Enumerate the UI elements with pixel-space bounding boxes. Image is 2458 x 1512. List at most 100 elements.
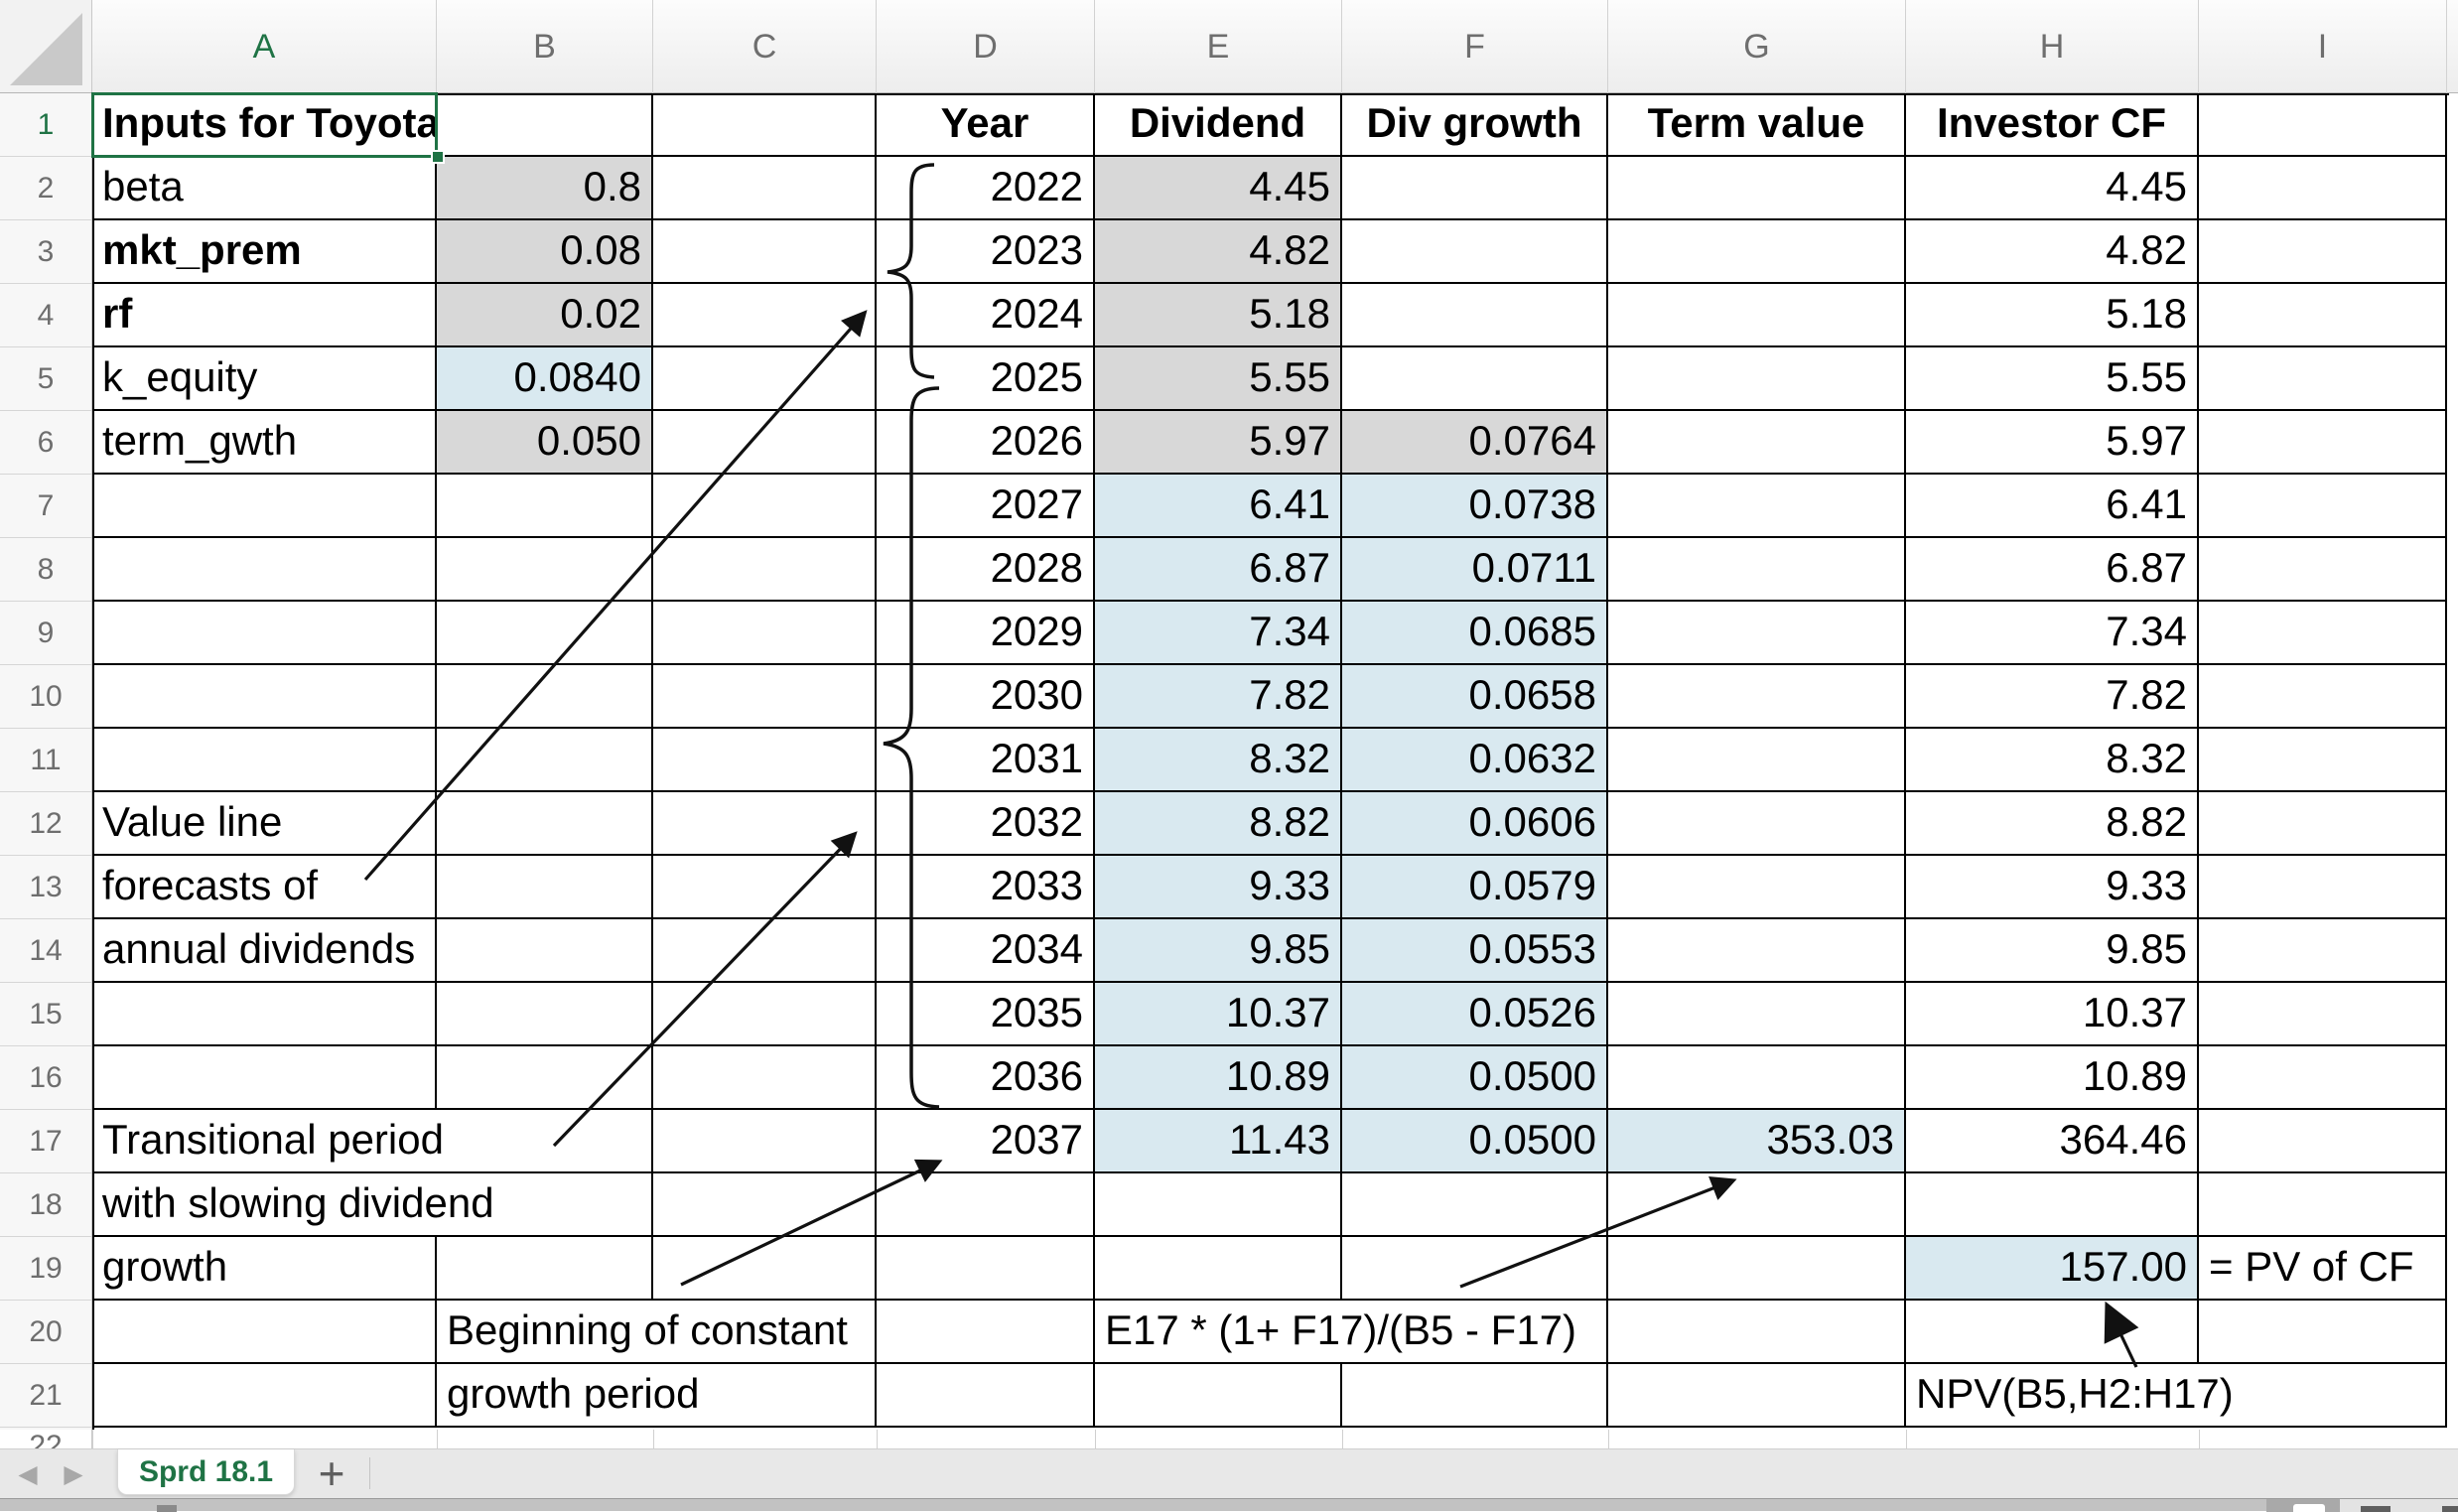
cell-B20[interactable]: Beginning of constant: [437, 1301, 848, 1364]
cell-E20[interactable]: E17 * (1+ F17)/(B5 - F17): [1095, 1301, 1576, 1364]
cell-B7[interactable]: [437, 475, 653, 538]
cell-A13[interactable]: forecasts of: [92, 856, 437, 919]
cell-I21[interactable]: [2199, 1364, 2447, 1428]
cell-E6[interactable]: 5.97: [1095, 411, 1342, 475]
cell-I6[interactable]: [2199, 411, 2447, 475]
cell-D9[interactable]: 2029: [877, 602, 1095, 665]
cell-G6[interactable]: [1608, 411, 1906, 475]
cell-I9[interactable]: [2199, 602, 2447, 665]
cell-I15[interactable]: [2199, 983, 2447, 1046]
cell-A6[interactable]: term_gwth: [92, 411, 437, 475]
cell-E8[interactable]: 6.87: [1095, 538, 1342, 602]
cell-B10[interactable]: [437, 665, 653, 729]
cell-B11[interactable]: [437, 729, 653, 792]
cell-I2[interactable]: [2199, 157, 2447, 220]
cell-H18[interactable]: [1906, 1173, 2199, 1237]
cell-I12[interactable]: [2199, 792, 2447, 856]
cell-F11[interactable]: 0.0632: [1342, 729, 1608, 792]
cell-D20[interactable]: [877, 1301, 1095, 1364]
column-header-E[interactable]: E: [1095, 0, 1342, 93]
cell-B4[interactable]: 0.02: [437, 284, 653, 347]
cell-F9[interactable]: 0.0685: [1342, 602, 1608, 665]
column-header-A[interactable]: A: [92, 0, 437, 93]
row-header-4[interactable]: 4: [0, 284, 91, 347]
cell-A17[interactable]: Transitional period: [92, 1110, 444, 1173]
cell-I16[interactable]: [2199, 1046, 2447, 1110]
cell-C18[interactable]: [653, 1173, 877, 1237]
cell-C16[interactable]: [653, 1046, 877, 1110]
cell-B18[interactable]: [437, 1173, 653, 1237]
cell-I18[interactable]: [2199, 1173, 2447, 1237]
cell-C10[interactable]: [653, 665, 877, 729]
cell-A3[interactable]: mkt_prem: [92, 220, 437, 284]
cell-D10[interactable]: 2030: [877, 665, 1095, 729]
cell-H21[interactable]: NPV(B5,H2:H17): [1906, 1364, 2234, 1428]
cell-I1[interactable]: [2199, 93, 2447, 157]
cell-G4[interactable]: [1608, 284, 1906, 347]
cell-D7[interactable]: 2027: [877, 475, 1095, 538]
cell-E7[interactable]: 6.41: [1095, 475, 1342, 538]
cell-B15[interactable]: [437, 983, 653, 1046]
fill-handle[interactable]: [431, 150, 445, 164]
cell-I7[interactable]: [2199, 475, 2447, 538]
add-sheet-button[interactable]: +: [318, 1447, 345, 1499]
cell-A14[interactable]: annual dividends: [92, 919, 437, 983]
row-header-18[interactable]: 18: [0, 1173, 91, 1237]
cell-H19[interactable]: 157.00: [1906, 1237, 2199, 1301]
cell-C15[interactable]: [653, 983, 877, 1046]
cell-A18[interactable]: with slowing dividend: [92, 1173, 494, 1237]
cell-B9[interactable]: [437, 602, 653, 665]
previous-sheet-arrow-icon[interactable]: ◀: [18, 1460, 38, 1488]
cell-D19[interactable]: [877, 1237, 1095, 1301]
cell-G10[interactable]: [1608, 665, 1906, 729]
cell-E13[interactable]: 9.33: [1095, 856, 1342, 919]
cell-E18[interactable]: [1095, 1173, 1342, 1237]
cell-G13[interactable]: [1608, 856, 1906, 919]
cell-G15[interactable]: [1608, 983, 1906, 1046]
cell-B21[interactable]: growth period: [437, 1364, 699, 1428]
cell-A16[interactable]: [92, 1046, 437, 1110]
cell-I8[interactable]: [2199, 538, 2447, 602]
cell-C7[interactable]: [653, 475, 877, 538]
cell-A2[interactable]: beta: [92, 157, 437, 220]
cell-F14[interactable]: 0.0553: [1342, 919, 1608, 983]
row-header-14[interactable]: 14: [0, 919, 91, 983]
cell-I14[interactable]: [2199, 919, 2447, 983]
cell-H4[interactable]: 5.18: [1906, 284, 2199, 347]
cell-A4[interactable]: rf: [92, 284, 437, 347]
cell-B5[interactable]: 0.0840: [437, 347, 653, 411]
cell-D4[interactable]: 2024: [877, 284, 1095, 347]
row-header-17[interactable]: 17: [0, 1110, 91, 1173]
cell-H12[interactable]: 8.82: [1906, 792, 2199, 856]
cell-G18[interactable]: [1608, 1173, 1906, 1237]
cell-I4[interactable]: [2199, 284, 2447, 347]
cell-H3[interactable]: 4.82: [1906, 220, 2199, 284]
cell-A1[interactable]: Inputs for Toyota: [92, 93, 437, 157]
cell-B6[interactable]: 0.050: [437, 411, 653, 475]
cell-H10[interactable]: 7.82: [1906, 665, 2199, 729]
cell-A7[interactable]: [92, 475, 437, 538]
row-header-2[interactable]: 2: [0, 157, 91, 220]
cell-F18[interactable]: [1342, 1173, 1608, 1237]
cell-I10[interactable]: [2199, 665, 2447, 729]
cell-A21[interactable]: [92, 1364, 437, 1428]
row-header-5[interactable]: 5: [0, 347, 91, 411]
cell-G19[interactable]: [1608, 1237, 1906, 1301]
cell-F15[interactable]: 0.0526: [1342, 983, 1608, 1046]
cell-E21[interactable]: [1095, 1364, 1342, 1428]
cell-F21[interactable]: [1342, 1364, 1608, 1428]
row-header-1[interactable]: 1: [0, 93, 91, 157]
column-header-F[interactable]: F: [1342, 0, 1608, 93]
cell-C2[interactable]: [653, 157, 877, 220]
row-header-11[interactable]: 11: [0, 729, 91, 792]
row-header-21[interactable]: 21: [0, 1364, 91, 1428]
cell-H17[interactable]: 364.46: [1906, 1110, 2199, 1173]
cell-E1[interactable]: Dividend: [1095, 93, 1342, 157]
cell-F17[interactable]: 0.0500: [1342, 1110, 1608, 1173]
cell-C9[interactable]: [653, 602, 877, 665]
cell-F12[interactable]: 0.0606: [1342, 792, 1608, 856]
cell-H20[interactable]: [1906, 1301, 2199, 1364]
cell-E9[interactable]: 7.34: [1095, 602, 1342, 665]
cell-I19[interactable]: = PV of CF: [2199, 1237, 2447, 1301]
column-header-B[interactable]: B: [437, 0, 653, 93]
